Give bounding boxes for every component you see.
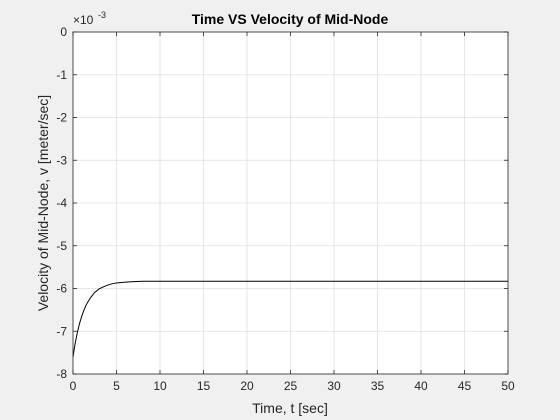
y-tick-labels: 0 -1 -2 -3 -4 -5 -6 -7 -8 (56, 25, 67, 381)
y-exponent-power: -3 (98, 10, 106, 20)
x-tick-label: 25 (284, 379, 298, 393)
tick-marks (72, 31, 509, 375)
x-tick-label: 40 (414, 379, 428, 393)
y-tick-label: -5 (56, 239, 67, 253)
y-tick-label: 0 (60, 25, 67, 39)
x-tick-label: 0 (70, 379, 77, 393)
series-group (72, 280, 508, 357)
x-tick-label: 45 (458, 379, 472, 393)
y-tick-label: -3 (56, 153, 67, 167)
y-tick-label: -1 (56, 68, 67, 82)
chart-title: Time VS Velocity of Mid-Node (192, 11, 389, 27)
x-tick-label: 20 (240, 379, 254, 393)
y-axis-label: Velocity of Mid-Node, v [meter/sec] (35, 95, 51, 311)
series-line (72, 280, 508, 357)
x-tick-label: 10 (153, 379, 167, 393)
x-tick-label: 35 (371, 379, 385, 393)
x-tick-label: 50 (501, 379, 515, 393)
y-tick-label: -6 (56, 282, 67, 296)
y-tick-label: -8 (56, 367, 67, 381)
x-tick-label: 15 (197, 379, 211, 393)
y-tick-label: -4 (56, 196, 67, 210)
x-tick-label: 30 (327, 379, 341, 393)
y-tick-label: -7 (56, 324, 67, 338)
x-axis-label: Time, t [sec] (252, 400, 328, 416)
y-exponent-base: ×10 (73, 13, 94, 27)
x-tick-label: 5 (113, 379, 120, 393)
y-tick-label: -2 (56, 111, 67, 125)
x-tick-labels: 0 5 10 15 20 25 30 35 40 45 50 (70, 379, 515, 393)
